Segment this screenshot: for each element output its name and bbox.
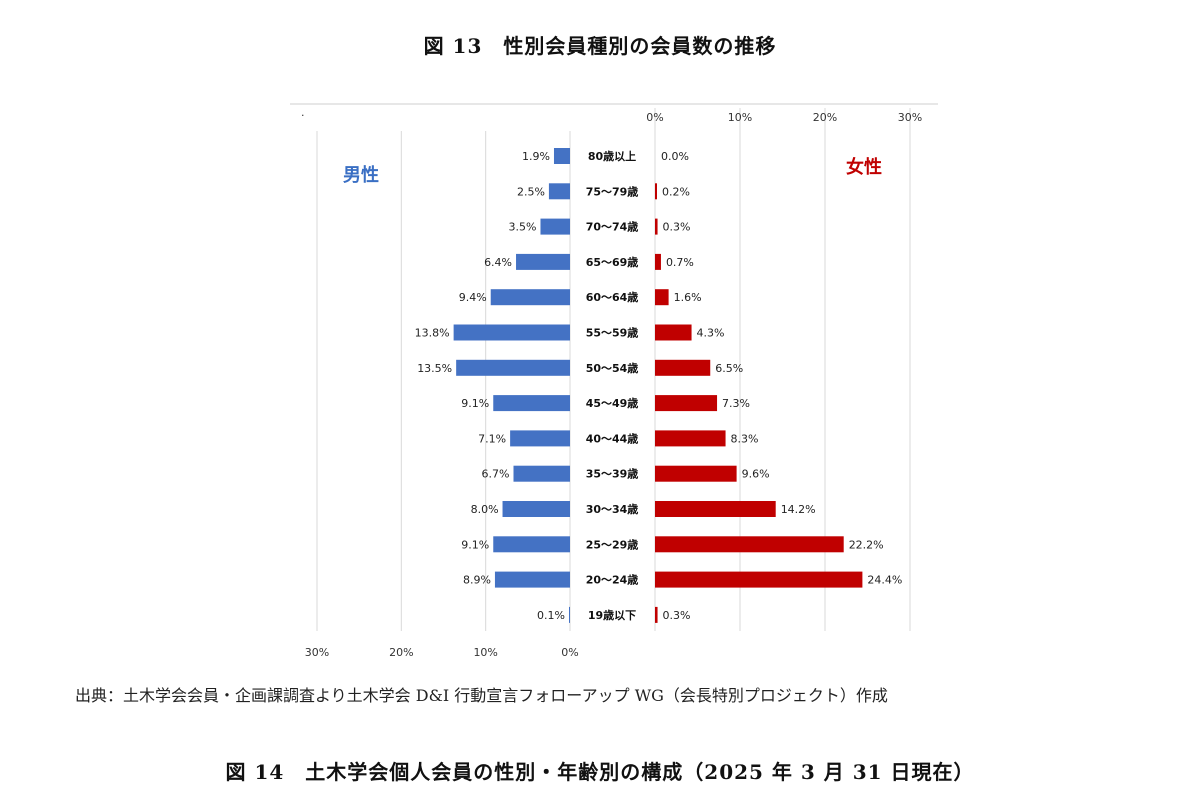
female-value-label: 14.2% (781, 503, 816, 516)
age-group-label: 30～34歳 (586, 502, 639, 516)
female-value-label: 0.2% (662, 185, 690, 198)
female-value-label: 7.3% (722, 397, 750, 410)
male-value-label: 9.1% (461, 538, 489, 551)
male-value-label: 6.7% (482, 468, 510, 481)
female-bar (655, 218, 658, 235)
male-bar (456, 359, 570, 376)
female-value-label: 0.0% (661, 150, 689, 163)
male-series-label: 男性 (343, 164, 379, 186)
female-bar (655, 536, 844, 553)
male-bar (493, 536, 570, 553)
corner-mark: · (301, 109, 305, 122)
male-bar (494, 571, 570, 588)
female-value-label: 9.6% (742, 468, 770, 481)
female-bar (655, 183, 657, 200)
female-bar (655, 571, 863, 588)
age-group-label: 55～59歳 (586, 326, 639, 340)
female-axis-tick: 30% (898, 111, 922, 124)
male-axis-tick: 0% (561, 646, 578, 659)
female-axis-tick: 10% (728, 111, 752, 124)
male-value-label: 0.1% (537, 609, 565, 622)
male-value-label: 2.5% (517, 185, 545, 198)
female-bar (655, 465, 737, 482)
male-value-label: 3.5% (509, 221, 537, 234)
male-bar (510, 430, 570, 447)
male-bar (540, 218, 570, 235)
female-value-label: 24.4% (867, 574, 902, 587)
male-value-label: 7.1% (478, 432, 506, 445)
age-group-label: 20～24歳 (586, 573, 639, 587)
male-bar (513, 465, 570, 482)
female-bar (655, 253, 661, 270)
male-value-label: 8.9% (463, 574, 491, 587)
figure-14-title: 図 14 土木学会個人会員の性別・年齢別の構成（2025 年 3 月 31 日現… (225, 760, 975, 784)
age-group-label: 65～69歳 (586, 255, 639, 269)
female-value-label: 6.5% (715, 362, 743, 375)
male-bar (490, 289, 570, 306)
population-pyramid-chart: · 30% 20% 10% 0% 0% 10% 20% 30% 男性 女性 1.9% 80歳以上 0.0%… (290, 103, 938, 659)
female-value-label: 0.7% (666, 256, 694, 269)
female-value-label: 1.6% (674, 291, 702, 304)
male-axis-tick: 20% (389, 646, 413, 659)
male-bar (516, 253, 570, 270)
figure-13-title: 図 13 性別会員種別の会員数の推移 (423, 34, 777, 58)
age-group-label: 75～79歳 (586, 184, 639, 198)
female-bar (655, 359, 711, 376)
male-bar (493, 395, 570, 412)
female-bar (655, 324, 692, 341)
age-group-label: 50～54歳 (586, 361, 639, 375)
female-axis-tick: 0% (646, 111, 663, 124)
age-group-label: 19歳以下 (588, 608, 636, 622)
male-bar (548, 183, 570, 200)
male-bar (502, 501, 570, 517)
female-series-label: 女性 (846, 156, 882, 178)
male-axis-tick: 10% (473, 646, 497, 659)
male-bar (553, 148, 570, 164)
age-group-label: 80歳以上 (588, 149, 636, 163)
female-value-label: 0.3% (663, 609, 691, 622)
male-value-label: 8.0% (471, 503, 499, 516)
female-bar (655, 289, 669, 306)
female-value-label: 0.3% (663, 221, 691, 234)
female-value-label: 4.3% (697, 327, 725, 340)
female-axis-tick: 20% (813, 111, 837, 124)
male-value-label: 6.4% (484, 256, 512, 269)
female-value-label: 22.2% (849, 538, 884, 551)
female-bar (655, 501, 776, 517)
male-value-label: 9.4% (459, 291, 487, 304)
female-bar (655, 395, 718, 412)
age-group-label: 40～44歳 (586, 431, 639, 445)
female-bar (655, 430, 726, 447)
male-value-label: 1.9% (522, 150, 550, 163)
male-bar (453, 324, 570, 341)
male-value-label: 9.1% (461, 397, 489, 410)
source-note: 出典：土木学会会員・企画課調査より土木学会 D&I 行動宣言フォローアップ WG… (75, 686, 888, 705)
male-value-label: 13.5% (417, 362, 452, 375)
male-bar (569, 606, 570, 623)
age-group-label: 35～39歳 (586, 467, 639, 481)
age-group-label: 60～64歳 (586, 290, 639, 304)
male-axis-tick: 30% (305, 646, 329, 659)
female-bar (655, 606, 658, 623)
age-group-label: 45～49歳 (586, 396, 639, 410)
male-value-label: 13.8% (415, 327, 450, 340)
age-group-label: 25～29歳 (586, 537, 639, 551)
age-group-label: 70～74歳 (586, 220, 639, 234)
female-value-label: 8.3% (731, 432, 759, 445)
